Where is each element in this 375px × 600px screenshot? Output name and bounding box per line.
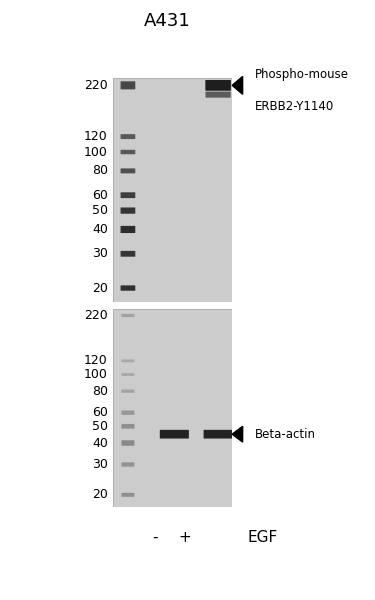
Text: 120: 120 [84,130,108,143]
Text: 50: 50 [92,204,108,217]
FancyBboxPatch shape [121,226,135,233]
Text: 60: 60 [92,188,108,202]
Text: 50: 50 [92,420,108,433]
FancyBboxPatch shape [122,389,134,393]
Text: Phospho-mouse: Phospho-mouse [255,68,349,80]
FancyBboxPatch shape [204,430,232,439]
Text: 20: 20 [92,281,108,295]
Text: 80: 80 [92,164,108,178]
Text: 20: 20 [92,488,108,502]
FancyBboxPatch shape [122,314,134,317]
Text: ERBB2-Y1140: ERBB2-Y1140 [255,100,334,113]
FancyBboxPatch shape [121,208,135,214]
Text: A431: A431 [144,12,190,30]
Text: 100: 100 [84,368,108,381]
FancyBboxPatch shape [121,192,135,198]
FancyBboxPatch shape [113,78,232,302]
Polygon shape [232,426,243,442]
FancyBboxPatch shape [121,169,135,173]
Text: EGF: EGF [247,529,278,545]
Text: 60: 60 [92,406,108,419]
FancyBboxPatch shape [122,424,134,428]
Text: 30: 30 [92,247,108,260]
Text: 120: 120 [84,355,108,367]
FancyBboxPatch shape [121,134,135,139]
FancyBboxPatch shape [122,463,134,467]
FancyBboxPatch shape [113,309,232,507]
Text: +: + [178,529,191,545]
FancyBboxPatch shape [122,440,134,446]
FancyBboxPatch shape [206,80,231,91]
FancyBboxPatch shape [121,251,135,257]
Text: 80: 80 [92,385,108,398]
FancyBboxPatch shape [122,359,134,362]
Text: 40: 40 [92,437,108,449]
FancyBboxPatch shape [160,430,189,439]
Polygon shape [232,76,243,94]
Text: -: - [152,529,157,545]
FancyBboxPatch shape [121,286,135,291]
FancyBboxPatch shape [121,150,135,154]
FancyBboxPatch shape [122,410,134,415]
FancyBboxPatch shape [206,92,231,98]
FancyBboxPatch shape [122,493,134,497]
FancyBboxPatch shape [121,82,135,89]
Text: 220: 220 [84,79,108,92]
Text: 30: 30 [92,458,108,471]
Text: 40: 40 [92,223,108,236]
Text: 220: 220 [84,309,108,322]
FancyBboxPatch shape [122,373,134,376]
Text: Beta-actin: Beta-actin [255,428,316,440]
Text: 100: 100 [84,146,108,158]
